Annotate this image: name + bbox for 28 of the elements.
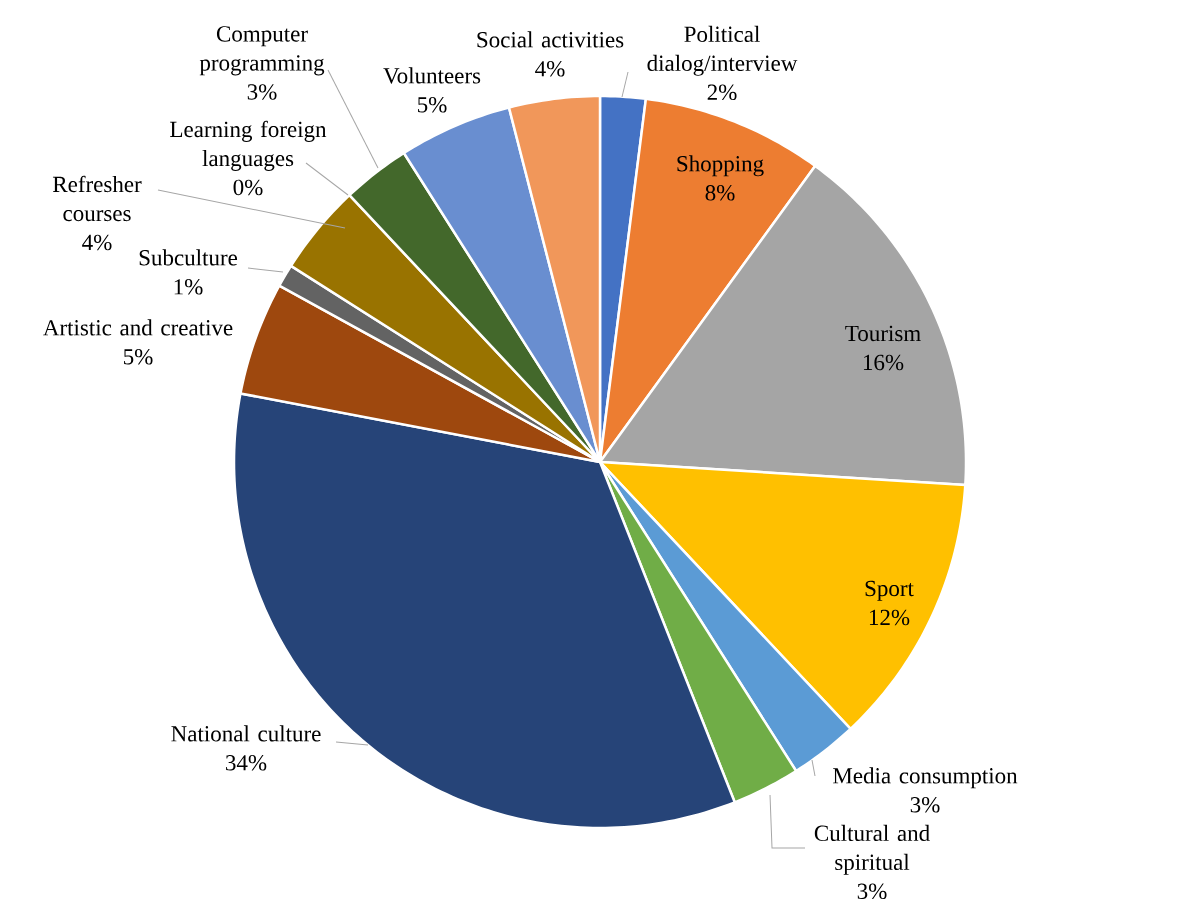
- slice-label: Tourism: [845, 325, 921, 342]
- data-label: 5%: [418, 97, 447, 113]
- slice-label: Sport: [865, 580, 914, 601]
- data-label: 4%: [535, 61, 565, 77]
- slice-label: Social activities: [477, 31, 624, 48]
- data-label: 3%: [247, 84, 277, 100]
- data-label: 12%: [869, 609, 910, 626]
- data-label: 5%: [124, 349, 153, 365]
- data-label: 16%: [863, 354, 904, 371]
- category-label: Learning foreign languages: [170, 120, 327, 171]
- slice-label: Artistic and creative: [43, 319, 233, 336]
- slice-label: Political dialog/interview: [647, 25, 798, 76]
- slice-label: Media consumption: [833, 767, 1018, 789]
- data-label: 3%: [910, 797, 940, 813]
- data-label: 34%: [226, 755, 267, 771]
- slice-label: Subculture: [139, 249, 238, 266]
- data-label: 4%: [82, 234, 112, 251]
- data-label: 2%: [707, 84, 737, 101]
- data-label: 8%: [705, 185, 735, 201]
- slice-label: Cultural and spiritual: [814, 824, 930, 875]
- data-label: 1%: [174, 279, 203, 295]
- slice-label: Volunteers: [383, 67, 481, 84]
- slice-label: Shopping: [677, 155, 764, 177]
- text: 0%: [233, 179, 263, 196]
- slice-label: National culture: [171, 725, 321, 742]
- slice-label: Computer programming: [199, 26, 325, 76]
- slice-label: Refresher courses: [52, 175, 142, 222]
- data-label: 3%: [857, 883, 887, 900]
